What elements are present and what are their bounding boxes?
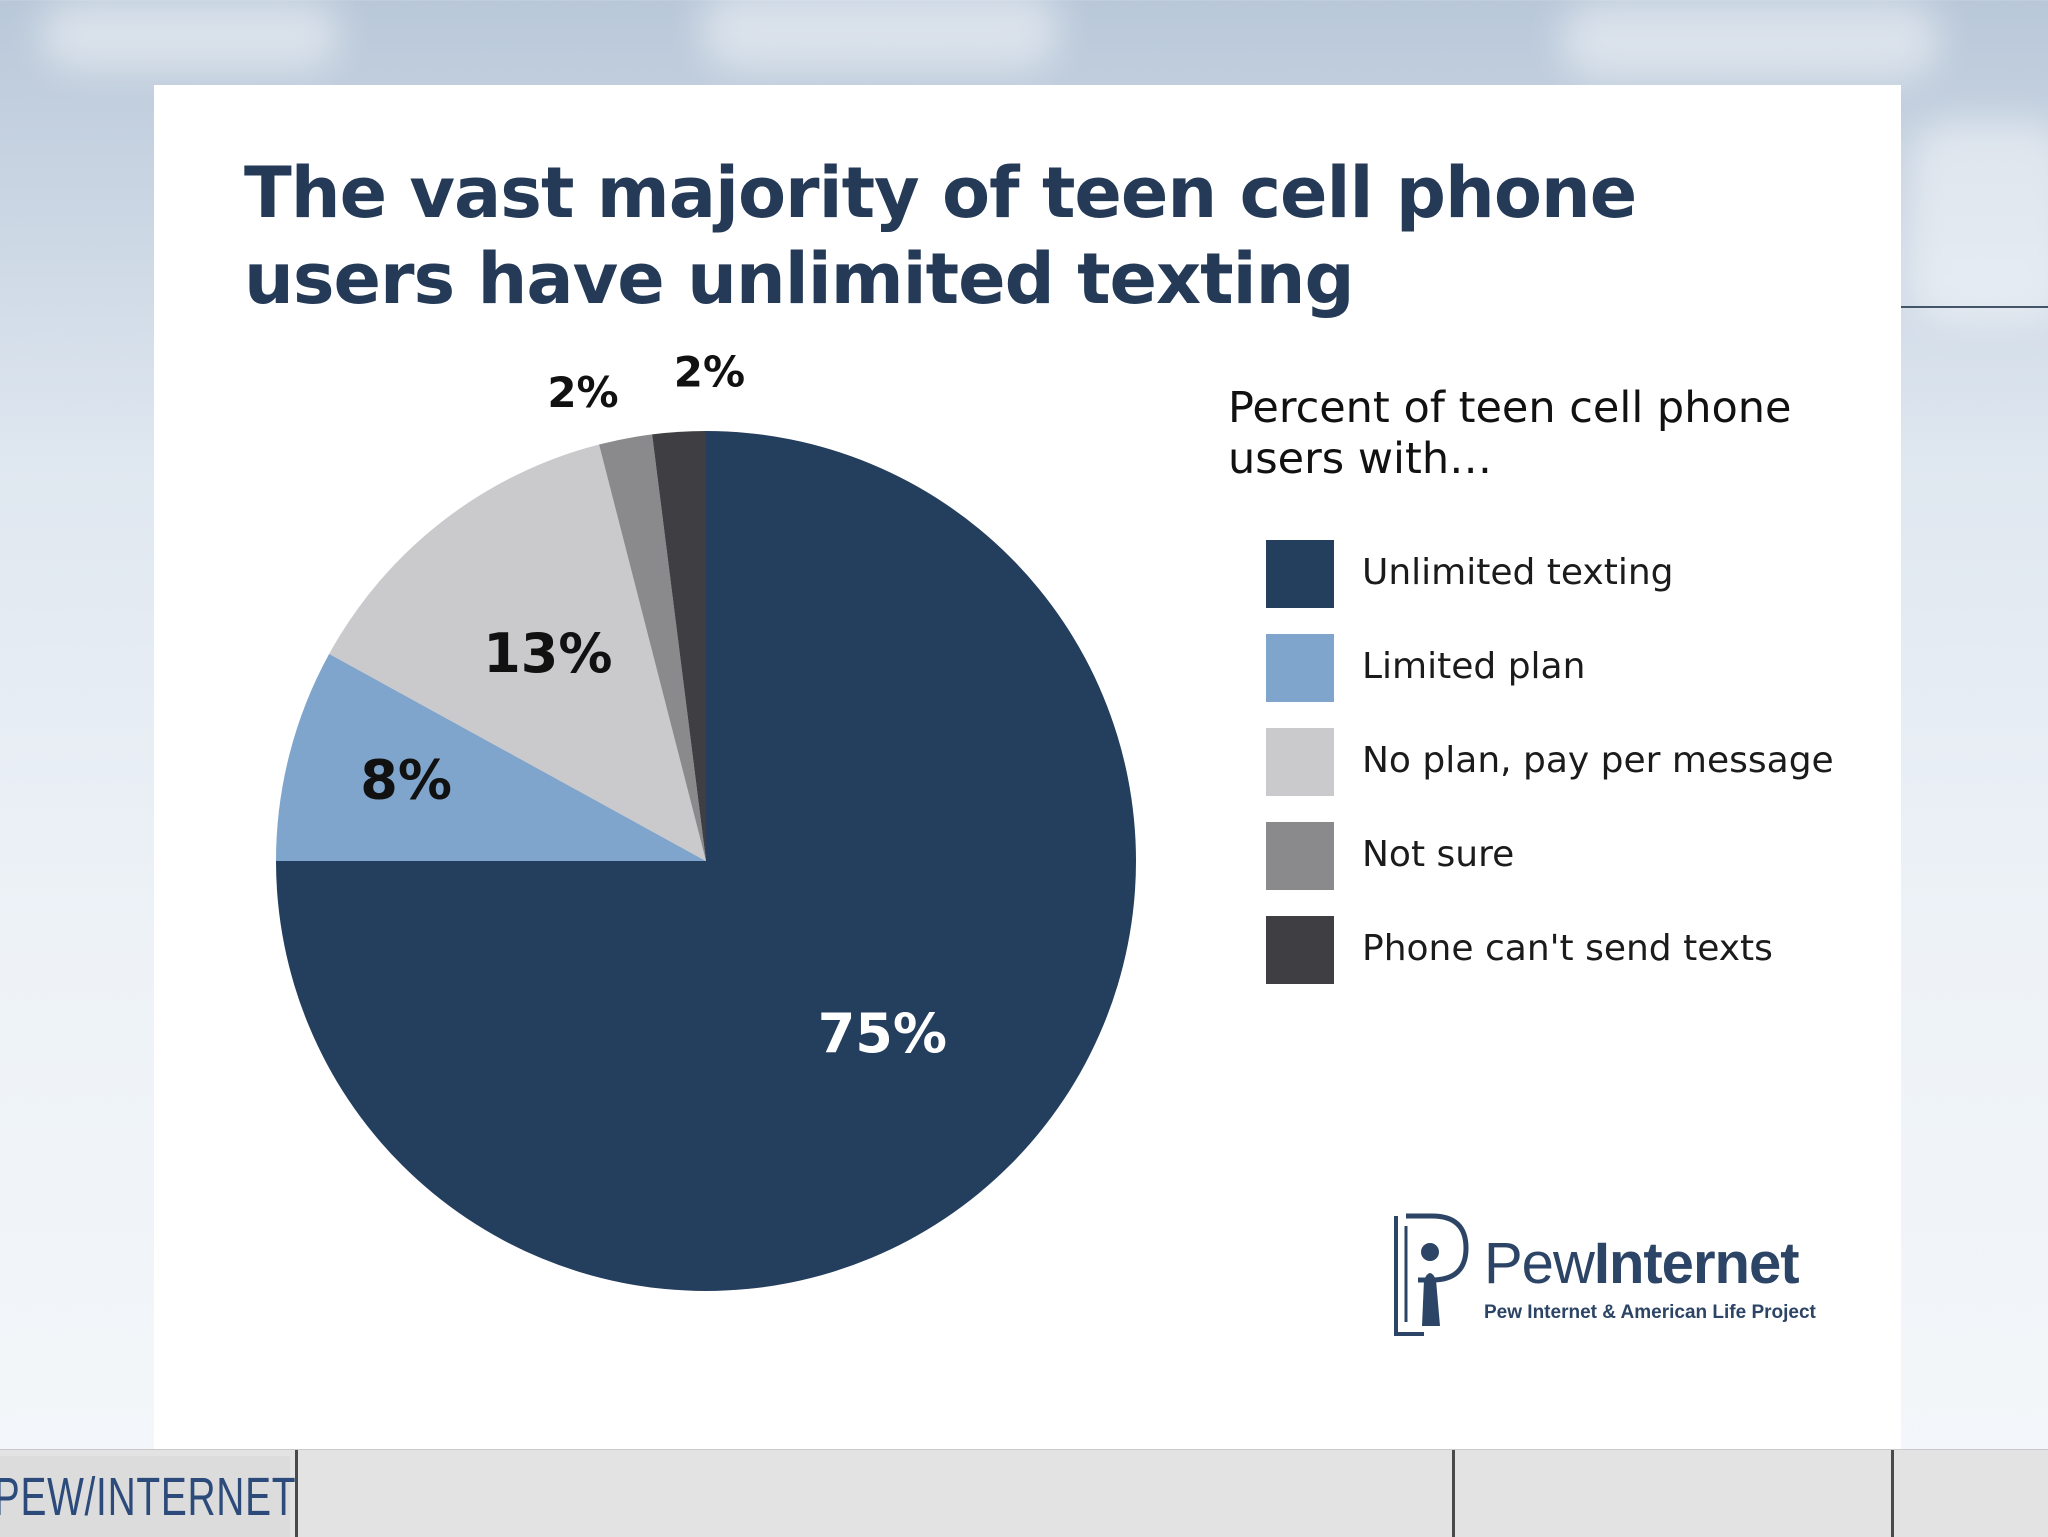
data-label-not-sure: 2% xyxy=(547,368,618,417)
data-label-cant-send-texts: 2% xyxy=(674,348,745,397)
logo-tagline: Pew Internet & American Life Project xyxy=(1484,1302,1816,1323)
footer-divider xyxy=(1891,1450,1894,1537)
footer-brand: PEW/INTERNET xyxy=(0,1456,295,1537)
footer-divider xyxy=(1452,1450,1455,1537)
background-key-shape xyxy=(700,0,1060,70)
slide-panel: The vast majority of teen cell phone use… xyxy=(154,85,1901,1450)
pie-data-labels: 75% 8% 13% 2% 2% xyxy=(360,348,947,1065)
background-key-shape xyxy=(40,0,340,70)
pew-logo-mark xyxy=(1394,1213,1469,1336)
footer-divider xyxy=(295,1450,298,1537)
logo-wordmark: PewInternet xyxy=(1484,1230,1800,1297)
background-key-shape xyxy=(1560,0,1940,80)
legend-label: Not sure xyxy=(1362,834,1515,875)
pie-slices xyxy=(276,431,1136,1291)
slice-not-sure xyxy=(599,434,706,861)
data-label-unlimited-texting: 75% xyxy=(818,1002,947,1065)
slice-cant-send-texts xyxy=(652,431,706,861)
legend-label: No plan, pay per message xyxy=(1362,740,1834,781)
footer-bar: PEW/INTERNET xyxy=(0,1449,2048,1537)
logo-word-light: Pew xyxy=(1484,1231,1595,1296)
legend-label: Unlimited texting xyxy=(1362,552,1674,593)
legend-swatch xyxy=(1266,822,1334,890)
slice-no-plan xyxy=(329,444,706,861)
background-key-shape xyxy=(1910,120,2048,320)
data-label-limited-plan: 8% xyxy=(360,749,452,812)
legend-label: Phone can't send texts xyxy=(1362,928,1773,969)
footer-brand-logo: PEW/INTERNET xyxy=(0,1466,297,1527)
legend-swatch xyxy=(1266,634,1334,702)
pie-chart: 75% 8% 13% 2% 2% xyxy=(276,348,1136,1291)
logo-word-bold: Internet xyxy=(1593,1231,1800,1296)
legend-title: Percent of teen cell phone users with… xyxy=(1228,383,1792,484)
data-label-no-plan: 13% xyxy=(483,622,612,685)
slice-limited-plan xyxy=(276,653,706,861)
background-rule-line xyxy=(1901,306,2048,308)
legend-swatch xyxy=(1266,540,1334,608)
legend-swatch xyxy=(1266,916,1334,984)
legend-label: Limited plan xyxy=(1362,646,1586,687)
legend-swatch xyxy=(1266,728,1334,796)
chart-title: The vast majority of teen cell phone use… xyxy=(244,152,1637,320)
pew-internet-logo: PewInternet Pew Internet & American Life… xyxy=(1384,1210,1844,1350)
